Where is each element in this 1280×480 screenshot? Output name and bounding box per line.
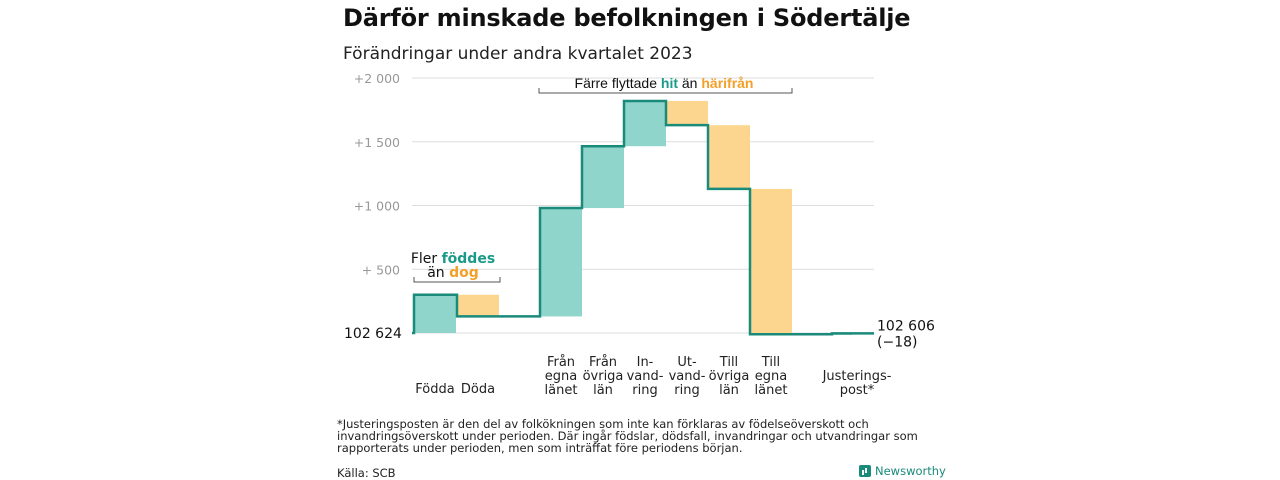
x-tick-label: Justerings- (822, 369, 892, 384)
x-tick-label: övriga (709, 369, 750, 384)
bar-2 (457, 294, 499, 317)
y-tick-label: +1 500 (354, 135, 400, 150)
x-tick-label: Ut- (677, 355, 697, 370)
x-tick-label: länet (545, 383, 578, 398)
end-value-label: 102 606 (877, 318, 935, 334)
footnote: *Justeringsposten är den del av folkökni… (337, 417, 918, 455)
bar-4 (582, 146, 624, 209)
chart-title: Därför minskade befolkningen i Södertälj… (343, 4, 911, 32)
x-tick-label: Från (547, 355, 575, 370)
y-tick-label: + 500 (362, 262, 400, 277)
x-tick-label: In- (637, 355, 654, 370)
x-tick-label: vand- (627, 369, 664, 384)
x-tick-label: Födda (415, 382, 454, 397)
start-value-label: 102 624 (344, 326, 402, 342)
bar-8 (750, 188, 792, 335)
end-change-label: (−18) (877, 334, 917, 350)
x-tick-label: ring (674, 383, 699, 398)
x-tick-label: Från (589, 355, 617, 370)
y-tick-label: +1 000 (354, 199, 400, 214)
bar-5 (624, 100, 666, 147)
x-tick-label: övriga (583, 369, 624, 384)
x-tick-label: egna (545, 369, 577, 384)
x-tick-label: egna (755, 369, 787, 384)
brand-label: Newsworthy (875, 464, 946, 478)
bar-3 (540, 208, 582, 317)
x-tick-label: Till (761, 355, 780, 370)
migration-bracket (538, 88, 793, 94)
migration-annotation: Färre flyttade hit än härifrån (575, 75, 754, 91)
bar-chart-icon (859, 465, 871, 477)
y-tick-label: +2 000 (354, 71, 400, 86)
x-tick-label: post* (840, 383, 875, 398)
births-bracket (413, 277, 501, 283)
bar-6 (666, 100, 708, 126)
bar-1 (414, 294, 456, 333)
bar-7 (708, 125, 750, 189)
source-note: Källa: SCB (337, 466, 396, 480)
x-tick-label: Till (719, 355, 738, 370)
x-tick-label: ring (632, 383, 657, 398)
births-annotation-line1: Fler föddes (411, 251, 495, 267)
births-annotation-line2: än dog (427, 265, 479, 281)
chart-subtitle: Förändringar under andra kvartalet 2023 (343, 44, 693, 64)
x-tick-label: län (593, 383, 613, 398)
x-tick-label: länet (755, 383, 788, 398)
x-tick-label: vand- (669, 369, 706, 384)
newsworthy-logo: Newsworthy (859, 464, 946, 478)
x-tick-label: Döda (461, 382, 495, 397)
x-tick-label: län (719, 383, 739, 398)
waterfall-step-line (412, 99, 874, 336)
